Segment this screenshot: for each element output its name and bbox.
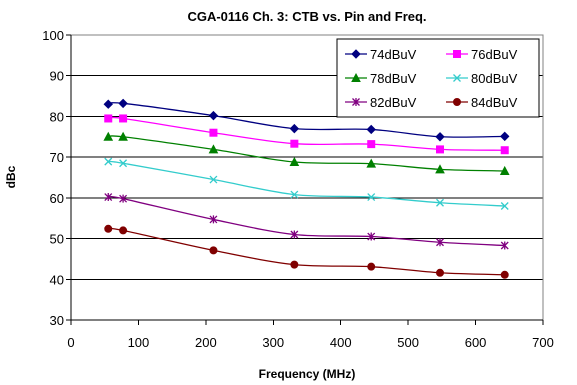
data-point bbox=[290, 230, 299, 239]
data-point bbox=[104, 224, 113, 233]
data-point bbox=[118, 131, 128, 141]
data-point bbox=[367, 193, 376, 202]
data-point bbox=[118, 98, 128, 109]
data-point bbox=[453, 74, 461, 82]
series-78dBuV bbox=[103, 131, 510, 175]
data-point bbox=[104, 114, 113, 123]
data-point bbox=[209, 215, 218, 224]
data-point bbox=[500, 202, 509, 210]
y-tick-label: 50 bbox=[50, 232, 64, 247]
data-point bbox=[290, 139, 299, 148]
data-point bbox=[289, 156, 300, 167]
data-point bbox=[500, 241, 509, 250]
legend-item: 82dBuV bbox=[345, 95, 417, 110]
data-point bbox=[436, 145, 445, 154]
legend-label: 84dBuV bbox=[471, 95, 518, 110]
legend-item: 76dBuV bbox=[446, 47, 518, 62]
x-tick-label: 100 bbox=[128, 335, 150, 350]
data-point bbox=[208, 110, 219, 121]
data-point bbox=[209, 128, 218, 137]
data-point bbox=[367, 262, 376, 271]
series-layer bbox=[103, 98, 510, 279]
data-point bbox=[453, 98, 461, 106]
y-tick-label: 70 bbox=[50, 150, 64, 165]
legend: 74dBuV 76dBuV 78dBuV 80dBuV 82dBuV 84dBuV bbox=[336, 38, 540, 118]
legend-label: 82dBuV bbox=[370, 95, 417, 110]
series-line bbox=[108, 116, 505, 151]
data-point bbox=[209, 175, 218, 184]
data-point bbox=[290, 190, 299, 199]
data-point bbox=[208, 144, 219, 154]
series-82dBuV bbox=[104, 193, 509, 250]
y-tick-label: 60 bbox=[50, 191, 64, 206]
legend-label: 78dBuV bbox=[370, 71, 417, 86]
y-axis-label: dBc bbox=[4, 165, 18, 188]
legend-label: 80dBuV bbox=[471, 71, 518, 86]
x-tick-label: 500 bbox=[397, 335, 419, 350]
legend-label: 76dBuV bbox=[471, 47, 518, 62]
series-84dBuV bbox=[104, 224, 509, 279]
data-point bbox=[103, 99, 113, 109]
data-point bbox=[290, 260, 299, 269]
gridlines bbox=[71, 34, 543, 321]
series-76dBuV bbox=[104, 114, 509, 155]
data-point bbox=[435, 132, 445, 142]
data-point bbox=[351, 49, 361, 59]
data-point bbox=[367, 140, 376, 149]
data-point bbox=[453, 50, 461, 58]
data-point bbox=[366, 124, 376, 135]
data-point bbox=[352, 98, 360, 106]
x-tick-label: 700 bbox=[532, 335, 554, 350]
data-point bbox=[436, 198, 444, 207]
legend-box bbox=[336, 38, 540, 118]
series-74dBuV bbox=[103, 98, 510, 142]
y-tick-label: 100 bbox=[42, 28, 64, 43]
data-point bbox=[366, 158, 377, 168]
series-line bbox=[108, 135, 505, 172]
data-point bbox=[209, 246, 218, 255]
legend-item: 84dBuV bbox=[446, 95, 518, 110]
data-point bbox=[367, 232, 376, 241]
axes: 30 40 50 60 70 80 90 100 0 100 200 300 400 500 600 700 bbox=[42, 28, 554, 350]
y-tick-label: 30 bbox=[50, 313, 64, 328]
series-80dBuV bbox=[104, 157, 509, 210]
legend-label: 74dBuV bbox=[370, 47, 417, 62]
legend-item: 78dBuV bbox=[345, 71, 417, 86]
x-axis-label: Frequency (MHz) bbox=[259, 367, 356, 381]
data-point bbox=[499, 165, 510, 175]
y-tick-label: 40 bbox=[50, 272, 64, 287]
data-point bbox=[119, 159, 128, 168]
y-tick-label: 80 bbox=[50, 109, 64, 124]
x-tick-label: 0 bbox=[67, 335, 74, 350]
data-point bbox=[104, 193, 113, 202]
legend-item: 74dBuV bbox=[345, 47, 417, 62]
data-point bbox=[119, 226, 128, 235]
x-tick-label: 200 bbox=[195, 335, 217, 350]
data-point bbox=[436, 238, 444, 247]
data-point bbox=[351, 72, 361, 82]
data-point bbox=[500, 270, 509, 279]
y-tick-label: 90 bbox=[50, 69, 64, 84]
data-point bbox=[500, 146, 509, 155]
x-tick-label: 400 bbox=[330, 335, 352, 350]
data-point bbox=[500, 131, 510, 142]
data-point bbox=[104, 157, 113, 166]
data-point bbox=[103, 131, 114, 141]
x-tick-label: 600 bbox=[465, 335, 487, 350]
data-point bbox=[435, 164, 445, 174]
data-point bbox=[119, 114, 128, 123]
data-point bbox=[119, 194, 128, 203]
chart-title: CGA-0116 Ch. 3: CTB vs. Pin and Freq. bbox=[187, 9, 426, 24]
data-point bbox=[436, 268, 445, 277]
legend-item: 80dBuV bbox=[446, 71, 518, 86]
x-tick-label: 300 bbox=[262, 335, 284, 350]
series-line bbox=[108, 160, 505, 207]
data-point bbox=[289, 123, 300, 134]
